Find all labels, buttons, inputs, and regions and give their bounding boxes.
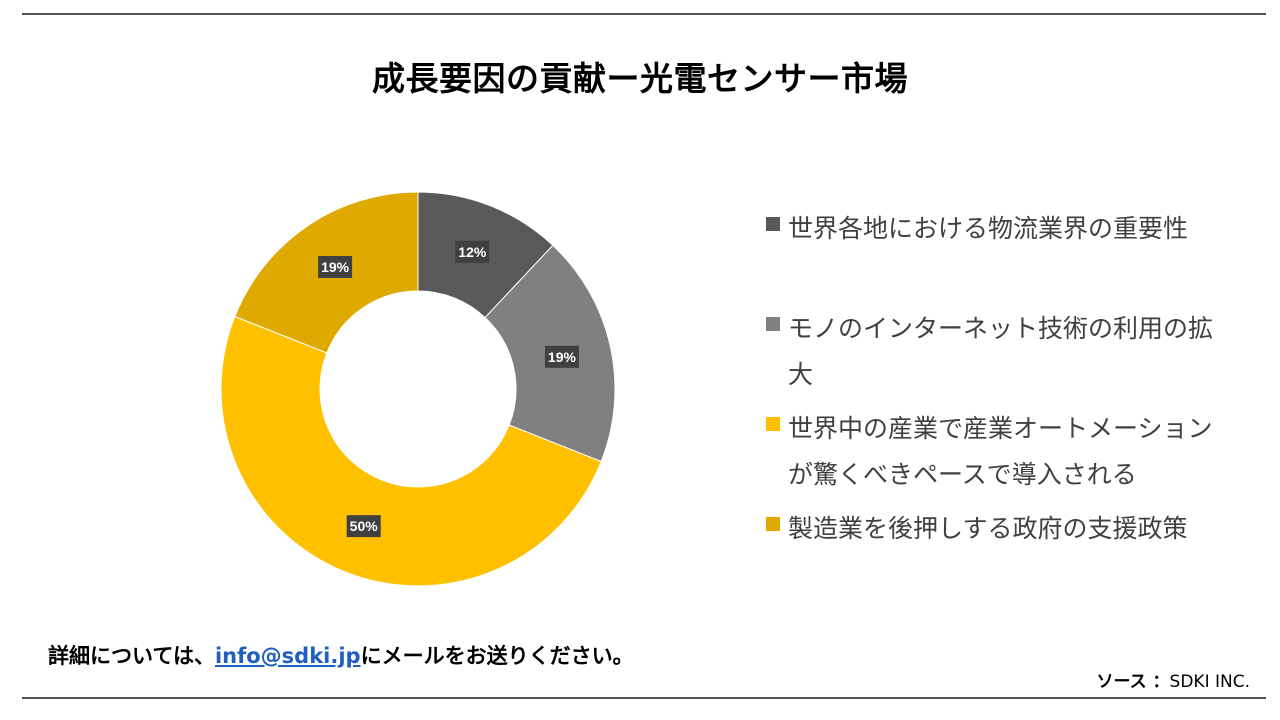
donut-chart: 12% 19% 50% 19% xyxy=(220,191,616,587)
source-value: SDKI INC. xyxy=(1169,672,1250,692)
data-label-text: 19% xyxy=(321,259,350,275)
legend-swatch-automation xyxy=(766,417,780,431)
contact-email-link[interactable]: info@sdki.jp xyxy=(214,644,361,668)
data-label-text: 50% xyxy=(350,518,379,534)
data-label-box xyxy=(544,345,579,368)
data-label-box xyxy=(346,515,381,538)
top-rule xyxy=(22,13,1266,15)
legend-label-automation: 世界中の産業で産業オートメーションが驚くべきペースで導入される xyxy=(788,414,1213,489)
chart-title: 成長要因の貢献ー光電センサー市場 xyxy=(372,59,908,98)
bottom-rule xyxy=(22,697,1266,699)
contact-note: 詳細については、info@sdki.jpにメールをお送りください。 xyxy=(48,640,634,670)
legend-swatch-logistics xyxy=(766,217,780,231)
source-label: ソース ： xyxy=(1096,672,1170,692)
contact-prefix: 詳細については、 xyxy=(48,644,215,668)
data-label-box xyxy=(455,240,490,263)
data-label-logistics: 12% xyxy=(455,240,490,263)
legend-item-logistics: 世界各地における物流業界の重要性 xyxy=(766,206,1228,252)
data-label-iot: 19% xyxy=(544,345,579,368)
contact-suffix: にメールをお送りください。 xyxy=(360,644,634,668)
legend-label-iot: モノのインターネット技術の利用の拡大 xyxy=(788,314,1214,389)
legend-item-iot: モノのインターネット技術の利用の拡大 xyxy=(766,306,1228,398)
slice-automation xyxy=(220,315,602,587)
data-label-automation: 50% xyxy=(346,515,381,538)
data-label-box xyxy=(318,256,353,279)
legend-item-government: 製造業を後押しする政府の支援政策 xyxy=(766,506,1228,552)
data-label-text: 12% xyxy=(458,244,487,260)
data-label-government: 19% xyxy=(318,256,353,279)
legend-item-automation: 世界中の産業で産業オートメーションが驚くべきペースで導入される xyxy=(766,406,1228,498)
source-credit: ソース ：SDKI INC. xyxy=(1096,667,1250,692)
legend-label-government: 製造業を後押しする政府の支援政策 xyxy=(788,514,1188,543)
data-label-text: 19% xyxy=(548,349,577,365)
legend-swatch-government xyxy=(766,517,780,531)
legend-swatch-iot xyxy=(766,317,780,331)
legend-label-logistics: 世界各地における物流業界の重要性 xyxy=(788,214,1189,243)
